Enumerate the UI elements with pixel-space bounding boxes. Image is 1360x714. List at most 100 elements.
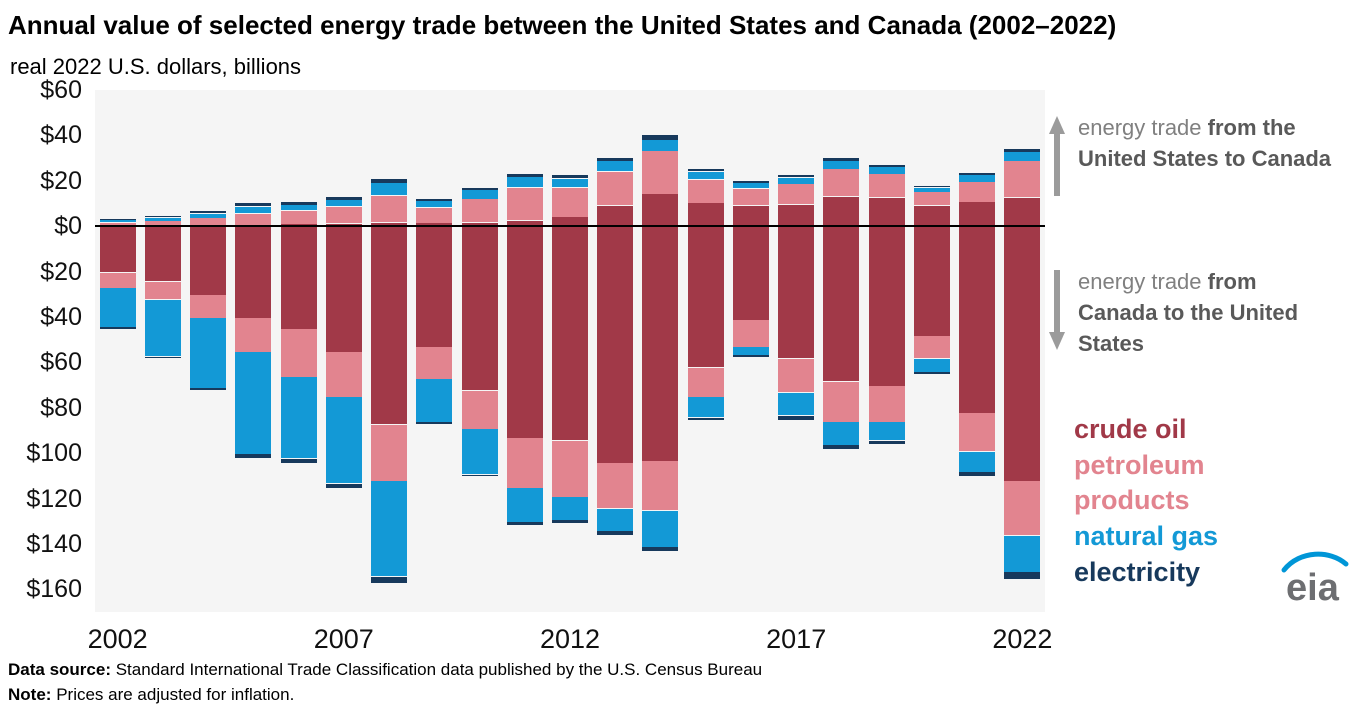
bar-2002-import-natural_gas bbox=[99, 288, 136, 327]
bar-2007-import-petroleum_products bbox=[325, 352, 362, 397]
bar-2004-import-natural_gas bbox=[190, 317, 227, 388]
bar-2013-import-crude_oil bbox=[597, 227, 634, 463]
eia-logo: eia bbox=[1281, 551, 1349, 608]
annotation-text: energy trade from Canada to the United S… bbox=[1078, 266, 1333, 360]
bar-2003-export-natural_gas bbox=[144, 217, 181, 221]
bar-2004-import-petroleum_products bbox=[190, 295, 227, 318]
bar-2021-export-electricity bbox=[959, 172, 996, 175]
bar-2019-export-crude_oil bbox=[868, 197, 905, 226]
bar-2012-export-natural_gas bbox=[552, 178, 588, 188]
x-axis-label: 2022 bbox=[992, 624, 1053, 654]
bar-2011-import-petroleum_products bbox=[506, 438, 543, 488]
bar-2018-import-natural_gas bbox=[823, 422, 860, 445]
annotation-bold: from the United States to Canada bbox=[1078, 115, 1332, 172]
bar-2002-import-electricity bbox=[99, 327, 136, 329]
bar-2004-import-electricity bbox=[190, 388, 227, 391]
bar-2009-import-natural_gas bbox=[416, 379, 453, 422]
bar-2017-import-petroleum_products bbox=[778, 358, 815, 393]
bar-2007-import-electricity bbox=[325, 483, 362, 488]
bar-2014-import-crude_oil bbox=[642, 227, 679, 461]
bar-2018-import-petroleum_products bbox=[823, 381, 860, 422]
bar-2005-export-electricity bbox=[235, 203, 272, 207]
annotation-prefix: energy trade bbox=[1078, 269, 1202, 294]
y-axis-label: $20 bbox=[40, 166, 82, 195]
x-axis-label: 2002 bbox=[87, 624, 148, 654]
bar-2011-export-petroleum_products bbox=[506, 187, 543, 221]
bar-2016-import-natural_gas bbox=[732, 347, 769, 355]
bar-2004-import-crude_oil bbox=[190, 227, 227, 295]
chart-title: Annual value of selected energy trade be… bbox=[8, 10, 1117, 40]
bar-2012-import-petroleum_products bbox=[552, 440, 588, 497]
bar-2008-import-natural_gas bbox=[371, 481, 408, 577]
annotation-prefix: energy trade bbox=[1078, 115, 1202, 140]
y-axis-label: $80 bbox=[40, 393, 82, 422]
bar-2012-export-crude_oil bbox=[552, 217, 588, 226]
bar-2008-export-crude_oil bbox=[371, 222, 408, 226]
bar-2016-import-petroleum_products bbox=[732, 320, 769, 348]
bar-2015-import-crude_oil bbox=[687, 227, 724, 368]
bar-2015-export-electricity bbox=[687, 169, 724, 172]
bar-2011-export-electricity bbox=[506, 173, 543, 177]
y-axis-label: $100 bbox=[26, 439, 82, 468]
bar-2007-export-electricity bbox=[325, 196, 362, 200]
eia-logo-text: eia bbox=[1286, 567, 1340, 608]
bar-2005-import-natural_gas bbox=[235, 352, 272, 454]
bar-2003-import-petroleum_products bbox=[144, 281, 181, 300]
bar-2012-export-petroleum_products bbox=[552, 187, 588, 217]
chart-area: $60 $40 $20 $0 $20 $40 $60 $80 $100 $120 $140 $160 … bbox=[0, 76, 1060, 714]
bar-2017-import-natural_gas bbox=[778, 392, 815, 416]
bar-2014-import-electricity bbox=[642, 547, 679, 552]
chart-subtitle: real 2022 U.S. dollars, billions bbox=[10, 54, 302, 79]
bar-2021-export-crude_oil bbox=[959, 202, 996, 226]
bar-2021-import-natural_gas bbox=[959, 451, 996, 472]
bar-2014-import-petroleum_products bbox=[642, 460, 679, 511]
bar-2013-export-petroleum_products bbox=[597, 171, 634, 206]
bar-2014-import-natural_gas bbox=[642, 510, 679, 547]
bar-2019-import-crude_oil bbox=[868, 227, 905, 386]
bar-2003-import-natural_gas bbox=[144, 299, 181, 357]
y-axis-label: $160 bbox=[26, 575, 82, 604]
bar-2006-import-electricity bbox=[280, 458, 317, 463]
bar-2018-export-crude_oil bbox=[823, 196, 860, 226]
bar-2021-export-natural_gas bbox=[959, 175, 996, 182]
bar-2018-export-petroleum_products bbox=[823, 169, 860, 197]
data-source-label: Data source: bbox=[8, 660, 111, 679]
bar-2015-export-natural_gas bbox=[687, 171, 724, 180]
bar-2012-import-natural_gas bbox=[552, 497, 588, 520]
y-axis-label: $40 bbox=[40, 302, 82, 331]
bar-2009-export-crude_oil bbox=[416, 223, 453, 226]
bar-2009-import-crude_oil bbox=[416, 227, 453, 348]
bar-2020-export-petroleum_products bbox=[913, 192, 950, 206]
bar-2012-import-electricity bbox=[552, 519, 588, 523]
bar-2016-export-crude_oil bbox=[732, 205, 769, 226]
bar-2004-export-electricity bbox=[190, 211, 227, 214]
bar-2022-import-natural_gas bbox=[1004, 535, 1041, 572]
bar-2021-import-petroleum_products bbox=[959, 413, 996, 452]
bar-2002-export-electricity bbox=[99, 219, 136, 221]
legend-electricity: electricity bbox=[1074, 556, 1201, 587]
data-source-line: Data source: Standard International Trad… bbox=[8, 658, 762, 683]
bar-2003-import-crude_oil bbox=[144, 227, 181, 282]
bar-2018-export-natural_gas bbox=[823, 161, 860, 170]
bar-2008-import-petroleum_products bbox=[371, 424, 408, 481]
bar-2008-import-crude_oil bbox=[371, 227, 408, 425]
bar-2017-import-crude_oil bbox=[778, 227, 815, 359]
bar-2022-import-petroleum_products bbox=[1004, 481, 1041, 536]
annotation-bold: from Canada to the United States bbox=[1078, 269, 1299, 357]
bar-2002-export-petroleum_products bbox=[99, 222, 136, 226]
bar-2013-import-natural_gas bbox=[597, 508, 634, 531]
bar-2003-import-electricity bbox=[144, 356, 181, 359]
bar-2005-import-petroleum_products bbox=[235, 317, 272, 352]
bar-2022-import-electricity bbox=[1004, 572, 1041, 579]
bar-2013-export-natural_gas bbox=[597, 161, 634, 172]
bar-2016-export-electricity bbox=[732, 180, 769, 183]
bar-2017-export-petroleum_products bbox=[778, 184, 815, 205]
annotation-us-to-canada: energy trade from the United States to C… bbox=[1048, 112, 1358, 196]
bar-2013-export-crude_oil bbox=[597, 205, 634, 226]
y-axis-label: $20 bbox=[40, 257, 82, 286]
up-arrow-icon bbox=[1049, 116, 1065, 196]
bar-2005-import-crude_oil bbox=[235, 227, 272, 318]
bar-2018-export-electricity bbox=[823, 158, 860, 162]
bar-2010-import-electricity bbox=[461, 474, 498, 477]
zero-line bbox=[95, 225, 1045, 228]
